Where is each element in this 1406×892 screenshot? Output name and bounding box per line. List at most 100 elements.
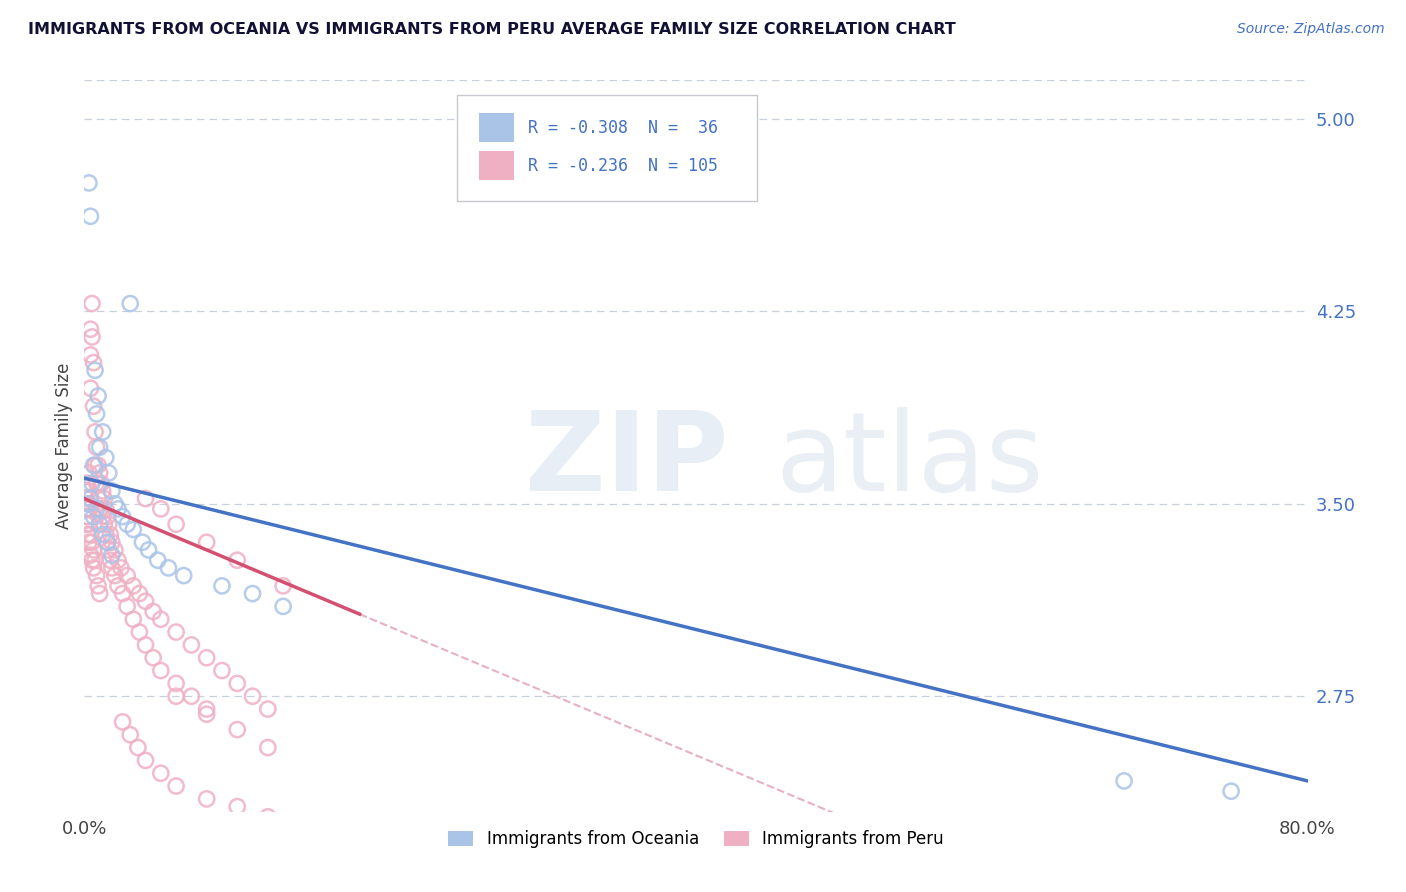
Point xyxy=(104,568,127,582)
Point xyxy=(1114,773,1136,788)
Point xyxy=(226,799,249,814)
Point xyxy=(89,586,111,600)
Point xyxy=(149,501,172,516)
Point xyxy=(84,363,107,377)
Point xyxy=(79,209,101,223)
Point xyxy=(135,491,157,506)
Point xyxy=(180,690,202,704)
Point xyxy=(165,779,187,793)
Point xyxy=(195,650,218,665)
Point xyxy=(77,466,100,480)
Point xyxy=(86,476,108,491)
Point xyxy=(135,594,157,608)
Point xyxy=(77,176,100,190)
FancyBboxPatch shape xyxy=(457,95,758,201)
Point xyxy=(96,535,118,549)
Point xyxy=(115,599,138,614)
FancyBboxPatch shape xyxy=(479,113,513,143)
Point xyxy=(79,548,101,562)
Point xyxy=(165,625,187,640)
Point xyxy=(98,527,121,541)
Point xyxy=(80,330,103,344)
Text: R = -0.308  N =  36: R = -0.308 N = 36 xyxy=(529,119,718,136)
Point xyxy=(84,553,107,567)
Point xyxy=(111,714,134,729)
Point xyxy=(257,740,280,755)
Point xyxy=(80,553,103,567)
Point xyxy=(149,664,172,678)
Text: ZIP: ZIP xyxy=(524,407,728,514)
Point xyxy=(120,296,142,310)
Point xyxy=(79,348,101,362)
Point xyxy=(101,483,124,498)
Point xyxy=(83,355,105,369)
Point xyxy=(111,586,134,600)
Point xyxy=(96,535,118,549)
Point xyxy=(91,425,114,439)
Point xyxy=(94,501,117,516)
Point xyxy=(257,810,280,824)
Point xyxy=(107,553,129,567)
Point xyxy=(80,476,103,491)
Point xyxy=(97,517,120,532)
Point xyxy=(195,535,218,549)
Point xyxy=(122,612,145,626)
Point xyxy=(302,817,325,831)
Point xyxy=(96,509,118,524)
Point xyxy=(86,407,108,421)
Point xyxy=(257,702,280,716)
Point xyxy=(110,561,132,575)
Text: atlas: atlas xyxy=(776,407,1045,514)
Legend: Immigrants from Oceania, Immigrants from Peru: Immigrants from Oceania, Immigrants from… xyxy=(441,823,950,855)
Point xyxy=(79,491,101,506)
Point xyxy=(97,466,120,480)
Point xyxy=(157,561,180,575)
Point xyxy=(142,605,165,619)
Point xyxy=(271,599,294,614)
Point xyxy=(128,625,150,640)
Point xyxy=(115,568,138,582)
Y-axis label: Average Family Size: Average Family Size xyxy=(55,363,73,529)
Point xyxy=(94,450,117,465)
Point xyxy=(87,491,110,506)
Point xyxy=(75,501,97,516)
Point xyxy=(83,458,105,473)
Point xyxy=(271,579,294,593)
Point xyxy=(135,638,157,652)
Point xyxy=(77,501,100,516)
Point xyxy=(127,740,149,755)
Point xyxy=(76,509,98,524)
Point xyxy=(87,579,110,593)
Point xyxy=(226,676,249,690)
Point xyxy=(77,483,100,498)
Point xyxy=(97,543,120,558)
Point xyxy=(87,389,110,403)
Point xyxy=(93,517,115,532)
Point xyxy=(87,458,110,473)
Point xyxy=(149,612,172,626)
Point xyxy=(79,527,101,541)
Point xyxy=(76,476,98,491)
Point xyxy=(77,535,100,549)
Point xyxy=(79,322,101,336)
Point xyxy=(122,523,145,537)
FancyBboxPatch shape xyxy=(479,152,513,180)
Point xyxy=(120,728,142,742)
Point xyxy=(90,476,112,491)
Point xyxy=(77,497,100,511)
Point xyxy=(86,440,108,454)
Text: Source: ZipAtlas.com: Source: ZipAtlas.com xyxy=(1237,22,1385,37)
Point xyxy=(107,579,129,593)
Point xyxy=(75,483,97,498)
Point xyxy=(83,543,105,558)
Point xyxy=(1220,784,1243,798)
Point xyxy=(98,553,121,567)
Point xyxy=(93,491,115,506)
Point xyxy=(349,825,371,839)
Point xyxy=(89,440,111,454)
Point xyxy=(75,517,97,532)
Point xyxy=(173,568,195,582)
Point xyxy=(89,501,111,516)
Point xyxy=(380,830,402,845)
Point xyxy=(83,399,105,413)
